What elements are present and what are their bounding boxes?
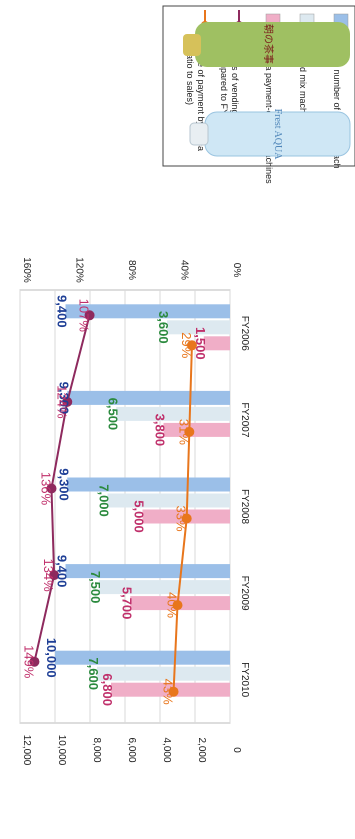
line-value-label: 136% bbox=[39, 472, 54, 506]
legend-label: (ratio to sales) bbox=[185, 48, 195, 105]
line-point bbox=[172, 600, 183, 611]
line-point bbox=[168, 686, 179, 697]
category-label: FY2007 bbox=[239, 402, 250, 437]
line-value-label: 40% bbox=[165, 592, 180, 618]
bar-total-number-of-vending-machines bbox=[55, 650, 230, 665]
category-axis: FY2006 FY2007 FY2008 FY2009 FY2010 bbox=[239, 316, 250, 698]
legend-label: (compared to FY 2005) bbox=[219, 48, 229, 140]
bar-value-label: 10,000 bbox=[44, 638, 59, 678]
bar-total-number-of-vending-machines bbox=[65, 564, 230, 579]
line-value-label: 134% bbox=[41, 558, 56, 592]
bar-value-label: 1,500 bbox=[193, 327, 208, 360]
bar-total-number-of-vending-machines bbox=[67, 477, 230, 492]
line-value-label: 149% bbox=[21, 645, 36, 679]
line-point bbox=[46, 483, 57, 494]
line-value-label: 107% bbox=[77, 299, 92, 333]
left-tick-label: 10,000 bbox=[56, 735, 67, 766]
bar-value-label: 9,400 bbox=[55, 295, 70, 328]
bar-suica-payment-enabled-machines bbox=[163, 422, 230, 437]
right-tick-label: 80% bbox=[126, 260, 137, 280]
line-point bbox=[184, 426, 195, 437]
left-tick-label: 6,000 bbox=[126, 737, 137, 762]
lines-group bbox=[29, 310, 197, 697]
legend-label: Rate of payment by Suica bbox=[196, 48, 206, 151]
line-value-label: 43% bbox=[161, 679, 176, 705]
right-axis: 0% 40% 80% 120% 160% bbox=[21, 257, 242, 283]
line-value-label: 33% bbox=[174, 505, 189, 531]
left-tick-label: 12,000 bbox=[21, 735, 32, 766]
bar-brand-mix-machines bbox=[116, 406, 230, 421]
left-tick-label: 0 bbox=[231, 747, 242, 753]
bar-total-number-of-vending-machines bbox=[65, 304, 230, 319]
legend-label: Total number of vending mach bbox=[332, 48, 342, 169]
plot-area: 9,400 9,300 9,300 9,400 10,000 3,600 6,500 7,00… bbox=[19, 289, 231, 724]
bar-value-label: 6,800 bbox=[100, 673, 115, 706]
tea-bottle-label: 朝の茶事 bbox=[262, 24, 275, 64]
water-bottle-image: Frest AQUA bbox=[189, 109, 351, 161]
bar-value-label: 7,500 bbox=[88, 571, 103, 604]
bars-group bbox=[55, 304, 230, 697]
tea-bottle-image: 朝の茶事 bbox=[183, 22, 350, 67]
line-point bbox=[181, 513, 192, 524]
right-tick-label: 120% bbox=[74, 257, 85, 283]
bar-value-label: 6,500 bbox=[105, 398, 120, 431]
left-tick-label: 8,000 bbox=[91, 737, 102, 762]
left-tick-label: 2,000 bbox=[196, 737, 207, 762]
line-value-label: 31% bbox=[176, 419, 191, 445]
bar-brand-mix-machines bbox=[167, 320, 230, 335]
bar-brand-mix-machines bbox=[97, 666, 230, 681]
product-images: 朝の茶事 Frest AQUA bbox=[183, 22, 351, 161]
tea-bottle-cap bbox=[183, 34, 201, 56]
bar-value-label: 9,400 bbox=[55, 555, 70, 588]
right-tick-label: 0% bbox=[231, 263, 242, 278]
bar-value-label: 3,600 bbox=[156, 311, 171, 344]
bar-suica-payment-enabled-machines bbox=[203, 336, 230, 351]
bar-value-label: 5,000 bbox=[132, 500, 147, 533]
water-bottle-label: Frest AQUA bbox=[272, 109, 283, 161]
line-value-label: 124% bbox=[54, 385, 69, 419]
bar-value-label: 3,800 bbox=[153, 414, 168, 447]
left-axis: 0 2,000 4,000 6,000 8,000 10,000 12,000 bbox=[21, 735, 242, 766]
line-point bbox=[49, 570, 60, 581]
legend-label: Brand mix machines bbox=[298, 48, 308, 130]
bar-value-label: 7,600 bbox=[86, 657, 101, 690]
category-label: FY2009 bbox=[239, 576, 250, 611]
line-value-label: 29% bbox=[179, 332, 194, 358]
line-point bbox=[186, 340, 197, 351]
bar-brand-mix-machines bbox=[107, 493, 230, 508]
water-bottle-cap bbox=[189, 122, 209, 146]
bar-value-label: 9,300 bbox=[56, 468, 71, 501]
data-labels-group: 9,400 9,300 9,300 9,400 10,000 3,600 6,500 7,00… bbox=[21, 295, 207, 706]
bar-value-label: 9,300 bbox=[56, 382, 71, 415]
legend-label: Sales of vending machines bbox=[230, 48, 240, 156]
line-point bbox=[62, 396, 73, 407]
bar-total-number-of-vending-machines bbox=[67, 390, 230, 405]
bar-value-label: 5,700 bbox=[119, 587, 134, 620]
bar-brand-mix-machines bbox=[98, 580, 230, 595]
line-point bbox=[84, 310, 95, 321]
tea-bottle-body bbox=[195, 22, 350, 67]
line-point bbox=[29, 656, 40, 667]
right-tick-label: 40% bbox=[179, 260, 190, 280]
category-label: FY2006 bbox=[239, 316, 250, 351]
category-label: FY2008 bbox=[239, 489, 250, 524]
bar-value-label: 7,000 bbox=[97, 484, 112, 517]
right-tick-label: 160% bbox=[21, 257, 32, 283]
left-tick-label: 4,000 bbox=[161, 737, 172, 762]
category-label: FY2010 bbox=[239, 662, 250, 697]
